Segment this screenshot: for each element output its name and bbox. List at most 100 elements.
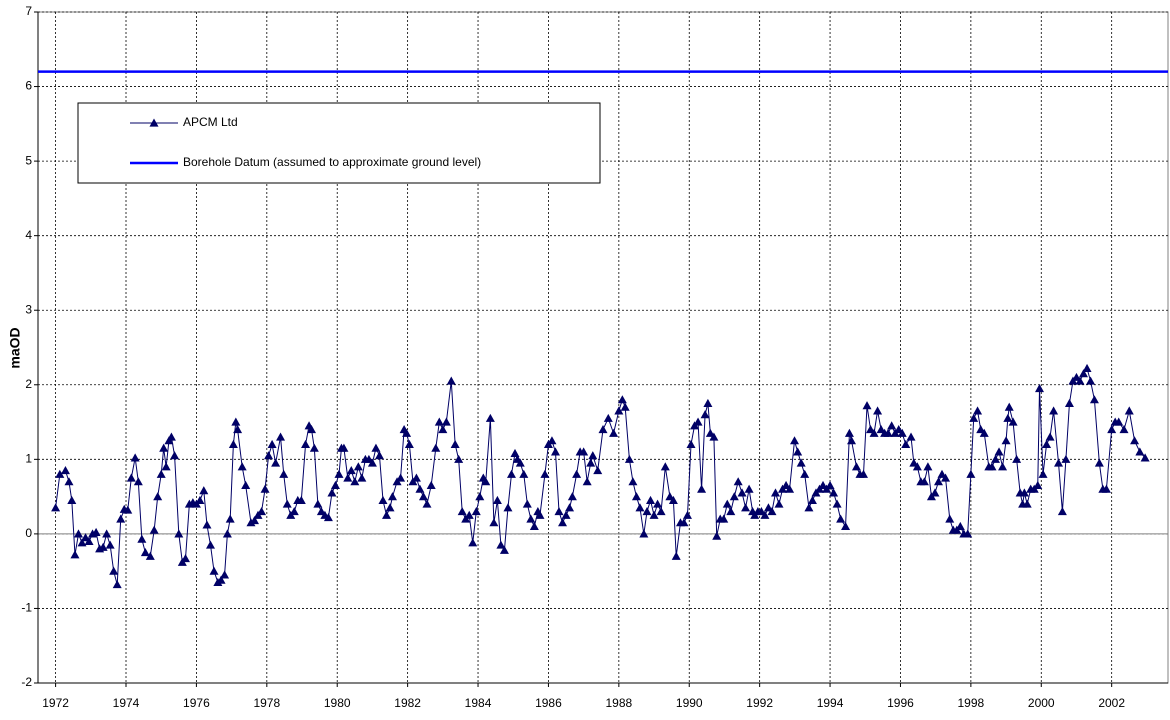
- data-point: [350, 477, 360, 486]
- data-point: [825, 480, 835, 490]
- data-point: [744, 484, 754, 493]
- data-point: [371, 443, 381, 452]
- data-point: [529, 521, 539, 531]
- data-point: [205, 540, 215, 549]
- y-tick-label: 4: [25, 228, 32, 242]
- data-point: [492, 495, 502, 504]
- x-tick-label: 1980: [324, 696, 351, 710]
- data-point: [554, 507, 564, 516]
- x-tick-label: 2002: [1098, 696, 1125, 710]
- data-point: [446, 376, 456, 385]
- data-point: [257, 507, 267, 516]
- data-point: [374, 451, 384, 460]
- data-point: [1130, 436, 1140, 445]
- data-point: [726, 507, 736, 516]
- data-point: [617, 395, 627, 404]
- y-tick-label: 6: [25, 79, 32, 93]
- data-point: [901, 439, 911, 449]
- data-point: [180, 553, 190, 563]
- data-point: [112, 580, 122, 589]
- data-point: [228, 439, 238, 449]
- data-point: [1140, 453, 1150, 462]
- data-point: [105, 540, 115, 549]
- data-point: [64, 477, 74, 486]
- data-point: [313, 499, 323, 508]
- data-point: [873, 406, 883, 415]
- data-point: [367, 458, 377, 467]
- data-point: [1082, 363, 1092, 372]
- data-point: [1094, 458, 1104, 467]
- data-point: [1033, 480, 1043, 490]
- data-point: [631, 492, 641, 501]
- data-point: [153, 492, 163, 501]
- data-point: [933, 477, 943, 486]
- y-tick-label: 1: [25, 452, 32, 466]
- data-point: [550, 447, 560, 456]
- data-point: [140, 548, 150, 557]
- data-point: [593, 466, 603, 475]
- data-point: [565, 503, 575, 512]
- data-point: [323, 512, 333, 522]
- data-point: [166, 432, 176, 441]
- data-point: [1135, 447, 1145, 456]
- data-point: [346, 466, 356, 475]
- data-point: [159, 443, 169, 452]
- data-point: [499, 545, 509, 554]
- data-point: [199, 486, 209, 495]
- data-point: [382, 510, 392, 519]
- data-point: [237, 462, 247, 471]
- data-point: [385, 503, 395, 512]
- data-point: [729, 492, 739, 501]
- data-point: [770, 488, 780, 497]
- data-point: [668, 495, 678, 504]
- data-point: [945, 514, 955, 523]
- data-point: [396, 473, 406, 482]
- data-point: [510, 448, 520, 457]
- data-point: [496, 540, 506, 549]
- data-point: [343, 473, 353, 482]
- data-point: [133, 477, 143, 486]
- data-point: [431, 443, 441, 452]
- data-point: [973, 406, 983, 415]
- data-point: [202, 520, 212, 529]
- x-tick-label: 1978: [253, 696, 280, 710]
- data-point: [671, 551, 681, 560]
- data-point: [415, 484, 425, 493]
- data-point: [832, 499, 842, 508]
- data-point: [719, 514, 729, 523]
- data-point: [807, 495, 817, 504]
- data-point: [547, 436, 557, 445]
- data-point: [603, 413, 613, 422]
- data-point: [709, 432, 719, 441]
- data-point: [1086, 376, 1096, 385]
- data-point: [841, 521, 851, 531]
- data-point: [586, 458, 596, 467]
- legend-box: [77, 102, 601, 184]
- data-point: [387, 492, 397, 501]
- data-point: [249, 515, 259, 525]
- data-point: [225, 514, 235, 523]
- data-point: [624, 454, 634, 463]
- data-point: [969, 413, 979, 422]
- data-point: [847, 436, 857, 445]
- data-point: [116, 514, 126, 523]
- y-tick-label: 5: [25, 153, 32, 167]
- data-point: [567, 492, 577, 501]
- data-point: [955, 521, 965, 531]
- data-point: [267, 439, 277, 449]
- data-point: [327, 488, 337, 497]
- data-point: [137, 534, 147, 543]
- data-point: [330, 480, 340, 490]
- data-point: [109, 566, 119, 575]
- data-point: [1114, 417, 1124, 426]
- data-point: [941, 473, 951, 482]
- data-point: [800, 469, 810, 478]
- data-point: [1003, 413, 1013, 422]
- data-point: [170, 451, 180, 460]
- data-point: [963, 529, 973, 538]
- data-point: [919, 477, 929, 486]
- data-point: [51, 503, 61, 512]
- data-point: [829, 488, 839, 497]
- data-point: [561, 510, 571, 519]
- data-point: [1049, 406, 1059, 415]
